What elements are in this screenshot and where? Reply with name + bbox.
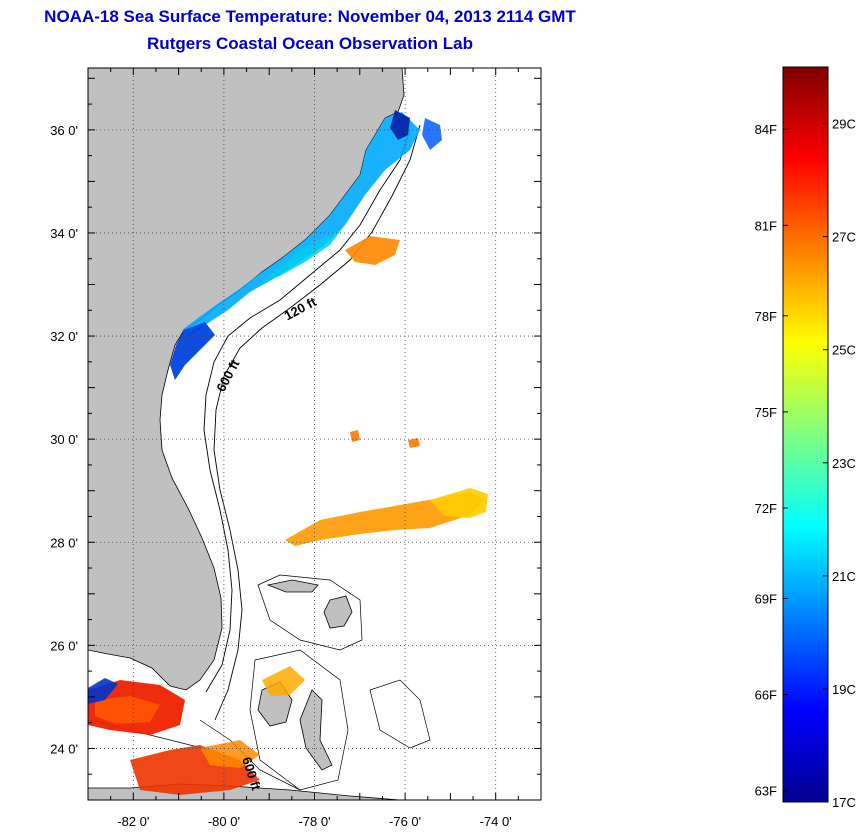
colorbar-celsius-label: 27C (832, 230, 856, 245)
colorbar-scale (782, 66, 829, 803)
contour-bahamas (257, 574, 363, 651)
sst-map: -82 0' -80 0' -78 0' -76 0' -74 0' 24 0' 26 0… (50, 67, 542, 829)
colorbar-celsius-label: 19C (832, 682, 856, 697)
latitude-tick-label: 36 0' (50, 123, 78, 138)
contour-bahamas-east (369, 679, 431, 749)
frame-ticks (87, 68, 542, 801)
sst-offshore-warm-patches (88, 236, 488, 795)
latitude-tick-label: 32 0' (50, 329, 78, 344)
colorbar-celsius-label: 21C (832, 569, 856, 584)
map-subtitle: Rutgers Coastal Ocean Observation Lab (147, 34, 473, 53)
grand-bahama-land (266, 579, 319, 593)
colorbar-fahrenheit-label: 75F (755, 405, 777, 420)
longitude-tick-label: -74 0' (480, 814, 512, 829)
colorbar-fahrenheit-label: 66F (755, 688, 777, 703)
contour-bahamas-south (249, 649, 349, 791)
sst-coastal-band (170, 110, 442, 380)
colorbar-celsius-label: 29C (832, 117, 856, 132)
colorbar-celsius-labels: 17C 19C 21C 23C 25C 27C 29C (823, 117, 856, 810)
colorbar-fahrenheit-labels: 63F 66F 69F 72F 75F 78F 81F 84F (755, 122, 788, 799)
colorbar-celsius-label: 23C (832, 456, 856, 471)
colorbar-fahrenheit-label: 84F (755, 122, 777, 137)
longitude-tick-label: -82 0' (117, 814, 149, 829)
latitude-tick-label: 28 0' (50, 535, 78, 550)
latitude-tick-label: 34 0' (50, 226, 78, 241)
colorbar-fahrenheit-label: 69F (755, 591, 777, 606)
bahamas-island-land (299, 689, 333, 771)
colorbar-fahrenheit-label: 63F (755, 784, 777, 799)
longitude-labels: -82 0' -80 0' -78 0' -76 0' -74 0' (117, 814, 512, 829)
colorbar-fahrenheit-label: 78F (755, 309, 777, 324)
contour-120ft (203, 129, 411, 693)
colorbar-fahrenheit-label: 72F (755, 501, 777, 516)
map-title: NOAA-18 Sea Surface Temperature: Novembe… (44, 7, 576, 26)
latitude-labels: 24 0' 26 0' 28 0' 30 0' 32 0' 34 0' 36 0' (50, 123, 78, 757)
colorbar-celsius-label: 25C (832, 343, 856, 358)
longitude-tick-label: -76 0' (389, 814, 421, 829)
latitude-tick-label: 30 0' (50, 432, 78, 447)
colorbar-fahrenheit-label: 81F (755, 218, 777, 233)
latitude-tick-label: 24 0' (50, 741, 78, 756)
abaco-land (323, 595, 353, 629)
colorbar: 63F 66F 69F 72F 75F 78F 81F 84F 17C 19C 21C 23C 25C… (755, 66, 856, 810)
longitude-tick-label: -80 0' (208, 814, 240, 829)
longitude-tick-label: -78 0' (298, 814, 330, 829)
latitude-tick-label: 26 0' (50, 638, 78, 653)
colorbar-celsius-label: 17C (832, 795, 856, 810)
